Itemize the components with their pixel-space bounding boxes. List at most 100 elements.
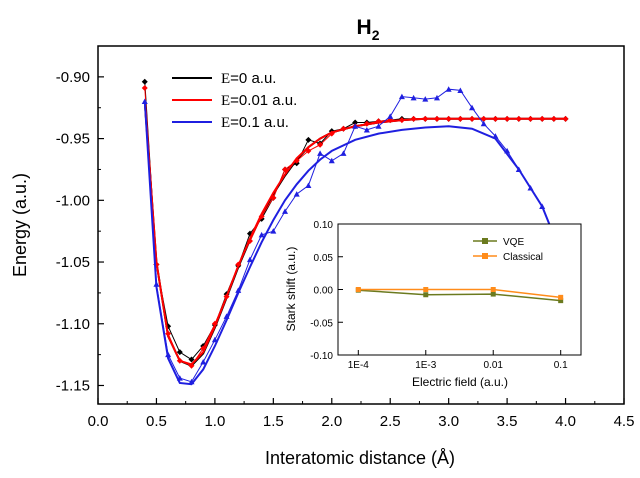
inset-data-point [490,287,496,292]
x-tick-label: 0.5 [146,413,167,430]
data-point [235,287,242,293]
x-tick-label: 2.5 [380,413,401,430]
legend-label: E=0.1 a.u. [221,114,289,131]
inset-data-point [558,294,564,300]
x-tick-label: 0.0 [88,413,109,430]
y-tick-label: -1.05 [56,254,90,271]
data-point [282,166,289,173]
x-axis-title: Interatomic distance (Å) [265,448,455,468]
series-fit-line [143,101,566,366]
series-1 [141,84,569,369]
data-point [480,115,487,122]
legend-value: =0.1 a.u. [230,114,289,131]
inset-x-tick-label: 1E-4 [348,360,370,371]
data-point [305,136,312,143]
inset-data-point [423,287,429,292]
x-tick-label: 1.5 [263,413,284,430]
data-point [527,115,534,122]
data-point [527,184,534,191]
inset-series-line [358,288,561,299]
data-point [492,115,499,122]
data-point [515,115,522,122]
data-point [141,98,148,105]
x-tick-label: 3.0 [438,413,459,430]
data-point [188,362,195,369]
data-point [340,150,347,156]
data-point [223,293,230,300]
y-tick-label: -0.90 [56,69,90,86]
data-point [398,117,405,124]
legend-symbol: E [221,115,230,131]
y-tick-label: -1.00 [56,192,90,209]
y-tick-label: -1.10 [56,316,90,333]
series-2 [141,86,569,386]
data-point [562,115,569,122]
data-point [410,115,417,122]
inset-data-point [355,287,361,292]
inset-data-point [558,298,564,304]
inset-y-axis-title: Stark shift (a.u.) [284,247,298,332]
data-point [398,93,405,100]
data-point [305,182,312,188]
data-point [282,208,289,214]
inset-data-point [490,291,496,297]
legend-value: =0.01 a.u. [230,92,297,109]
x-tick-label: 3.5 [497,413,518,430]
legend: E=0 a.u.E=0.01 a.u.E=0.1 a.u. [172,70,297,131]
x-tick-label: 4.5 [614,413,635,430]
inset-axis-ticks: 1E-4 1E-3 0.01 0.1 0.10 0.05 0.00 -0.05 -0.10 [310,220,568,371]
data-point [176,349,183,356]
data-point [352,119,359,126]
data-point [317,141,324,148]
data-point [258,231,265,238]
data-point [176,375,183,381]
data-point [176,357,183,364]
data-point [165,330,172,337]
data-point [539,115,546,122]
data-point [375,118,382,125]
data-point [539,203,546,209]
main-axis-ticks: 0.0 0.5 1.0 1.5 2.0 2.5 3.0 3.5 4.0 4.5 -0.90 -0.95… [56,69,635,430]
data-point [445,86,452,92]
data-point [375,123,382,129]
chart-title-subscript: 2 [372,27,380,43]
inset-y-tick-label: 0.00 [314,286,334,297]
legend-label: E=0.01 a.u. [221,92,297,109]
y-tick-label: -0.95 [56,131,90,148]
data-point [188,356,195,363]
legend-label: E=0 a.u. [221,70,276,87]
data-point [504,147,511,154]
inset-y-tick-label: -0.10 [310,351,333,362]
inset-y-tick-label: 0.10 [314,220,334,231]
data-point [445,115,452,122]
data-point [317,150,324,156]
data-point [293,191,300,197]
data-point [328,157,335,164]
data-point [200,359,207,365]
y-axis-title: Energy (a.u.) [10,173,30,277]
data-point [200,345,207,352]
chart-title-main: H [357,16,372,39]
data-point [165,351,172,358]
legend-symbol: E [221,71,230,87]
data-point [141,78,148,85]
inset-data-point [423,292,429,298]
data-point [480,120,487,127]
chart-title: H2 [357,16,380,43]
data-point [433,115,440,122]
series-fit-line [143,101,567,386]
data-point [340,125,347,132]
data-point [270,228,277,234]
legend-value: =0 a.u. [230,70,276,87]
data-point [550,115,557,122]
data-point [457,115,464,122]
data-point [363,120,370,127]
data-point [246,238,253,245]
inset-y-tick-label: -0.05 [310,318,333,329]
data-point [211,320,218,327]
x-tick-label: 4.0 [555,413,576,430]
data-point [504,115,511,122]
data-point [352,123,359,129]
legend-symbol: E [221,93,230,109]
